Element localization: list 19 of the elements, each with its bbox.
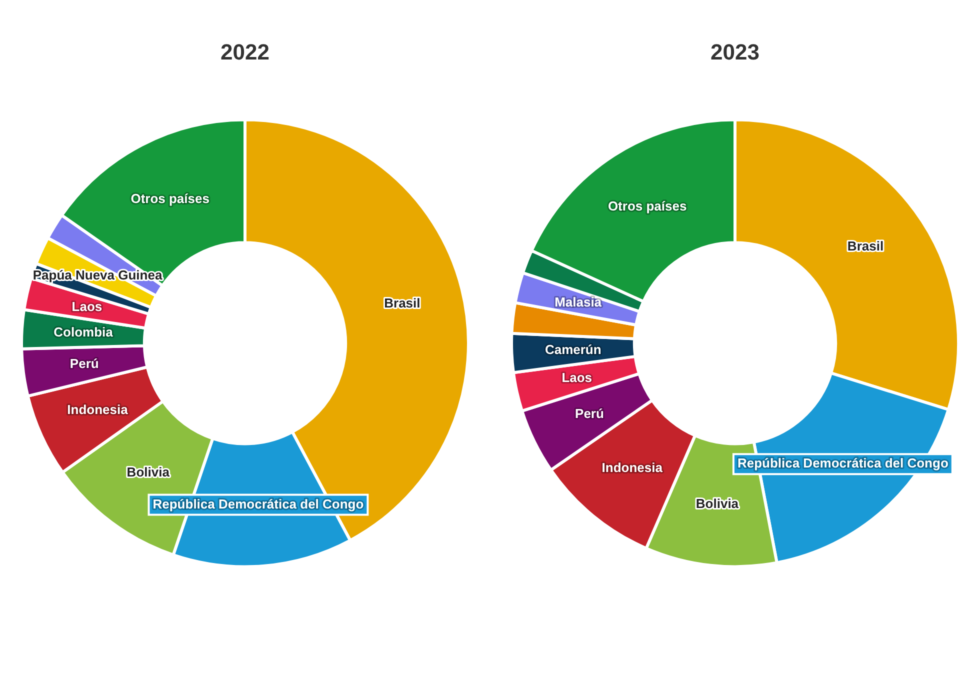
slice-label: Brasil [384, 295, 420, 310]
slice-label: Malasia [554, 294, 602, 310]
chart-title: 2022 [220, 39, 270, 64]
slice-label: Bolivia [696, 496, 740, 511]
slice-label: Colombia [54, 324, 114, 340]
slice-label: República Democrática del Congo [737, 456, 948, 471]
slice-label: Indonesia [602, 460, 664, 475]
slice-label: República Democrática del Congo [152, 496, 364, 512]
slice-label: Camerún [544, 342, 602, 357]
slice-label: Brasil [847, 238, 884, 254]
slice-label: Otros países [608, 198, 687, 214]
slice-label: Perú [70, 356, 99, 372]
slice-label: Laos [72, 298, 102, 314]
slice-label: Bolivia [126, 464, 170, 480]
slice-label: Indonesia [67, 402, 129, 417]
slice-label: Perú [575, 406, 604, 422]
slice-label: Otros países [130, 191, 210, 206]
slice-label: Laos [562, 370, 592, 386]
chart-title: 2023 [710, 39, 760, 64]
